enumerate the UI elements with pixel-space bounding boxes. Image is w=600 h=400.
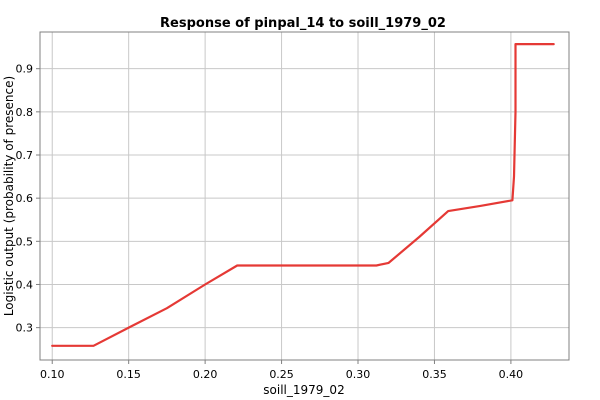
series-layer [51,42,555,347]
y-tick-label: 0.5 [16,235,34,248]
x-tick-label: 0.20 [193,368,218,381]
response-curve-line [51,42,555,347]
x-tick-label: 0.30 [346,368,371,381]
y-tick-label: 0.4 [16,278,34,291]
y-tick-label: 0.7 [16,149,34,162]
x-tick-label: 0.25 [269,368,294,381]
x-tick-label: 0.35 [422,368,447,381]
plot-area-frame [39,31,570,361]
y-axis-label: Logistic output (probability of presence… [2,76,16,316]
x-tick-label: 0.40 [499,368,524,381]
x-tick-label: 0.15 [116,368,141,381]
y-tick-label: 0.8 [16,106,34,119]
chart-title: Response of pinpal_14 to soill_1979_02 [160,16,446,31]
grid-layer [40,32,569,360]
y-tick-label: 0.6 [16,192,34,205]
tick-layer: 0.10 0.15 0.20 0.25 0.30 0.35 0.40 0.3 0.4 0.5 0.6… [16,63,524,381]
x-axis-label: soill_1979_02 [263,383,344,397]
x-tick-label: 0.10 [40,368,65,381]
y-tick-label: 0.3 [16,322,34,335]
y-tick-label: 0.9 [16,63,34,76]
